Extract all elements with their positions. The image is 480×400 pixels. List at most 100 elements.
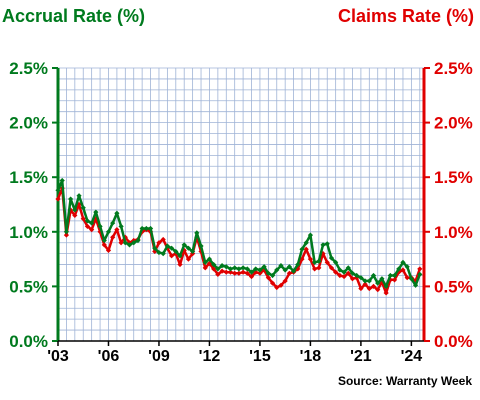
accrual-point [240, 265, 246, 271]
accrual-point [387, 272, 393, 279]
accrual-point [152, 245, 158, 251]
right-tick-label: 1.0% [434, 223, 473, 242]
claims-point [168, 253, 175, 259]
x-tick-label: '09 [148, 348, 170, 365]
accrual-point [126, 242, 133, 248]
accrual-point [80, 205, 86, 211]
accrual-point [156, 249, 162, 256]
accrual-point [278, 263, 284, 269]
claims-point [219, 268, 225, 274]
claims-point [211, 266, 217, 272]
accrual-point [68, 196, 74, 202]
accrual-point [219, 263, 225, 269]
accrual-point [307, 232, 314, 238]
accrual-point [236, 266, 242, 272]
claims-point [185, 256, 192, 262]
accrual-point [333, 259, 339, 265]
claims-point [387, 277, 393, 283]
accrual-point [227, 266, 234, 272]
accrual-point [286, 264, 292, 270]
accrual-point [173, 248, 179, 255]
claims-point [366, 285, 372, 292]
right-axis-title: Claims Rate (%) [337, 6, 474, 26]
accrual-point [354, 272, 360, 279]
claims-point [236, 270, 242, 276]
claims-point [80, 216, 86, 222]
accrual-point [211, 261, 217, 268]
claims-point [286, 270, 292, 276]
accrual-point [105, 229, 112, 235]
claims-point [349, 276, 356, 282]
accrual-point [400, 259, 406, 265]
claims-point [316, 265, 322, 271]
accrual-point [84, 218, 91, 224]
accrual-point [164, 243, 170, 249]
accrual-point [89, 220, 95, 226]
claims-point [101, 242, 107, 248]
left-tick-label: 1.0% [9, 223, 48, 242]
claims-point [227, 269, 234, 275]
accrual-point [160, 251, 166, 257]
accrual-point [122, 240, 128, 246]
accrual-point [370, 272, 377, 279]
accrual-point [232, 265, 238, 271]
accrual-point [408, 276, 414, 282]
accrual-point [55, 187, 61, 193]
claims-point [278, 282, 284, 288]
x-tick-label: '12 [199, 348, 221, 365]
left-tick-label: 2.0% [9, 114, 48, 133]
claims-point [307, 256, 314, 262]
accrual-point [345, 265, 351, 271]
claims-point [105, 247, 112, 253]
claims-point [358, 285, 364, 292]
x-tick-label: '06 [98, 348, 120, 365]
accrual-point [320, 242, 326, 248]
claims-point [362, 281, 368, 287]
claims-point [160, 236, 166, 243]
claims-point [375, 287, 381, 293]
accrual-point [190, 248, 196, 255]
left-tick-label: 0.5% [9, 277, 48, 296]
accrual-point [135, 237, 141, 244]
accrual-point [177, 253, 183, 259]
claims-point [341, 273, 347, 280]
claims-point [215, 271, 221, 277]
accrual-point [198, 243, 204, 249]
right-tick-label: 2.5% [434, 59, 473, 78]
claims-point [400, 267, 406, 273]
claims-point [244, 270, 250, 276]
claims-point [63, 232, 70, 238]
claims-point [295, 266, 301, 272]
accrual-point [110, 220, 116, 226]
claims-point [265, 275, 271, 281]
accrual-point [396, 266, 402, 272]
claims-point [240, 269, 246, 275]
x-tick-label: '03 [47, 348, 69, 365]
claims-point [177, 261, 183, 268]
accrual-point [417, 271, 423, 277]
left-tick-label: 1.5% [9, 168, 48, 187]
accrual-point [366, 278, 372, 284]
accrual-point [358, 275, 364, 281]
right-tick-label: 0.5% [434, 277, 473, 296]
left-tick-label: 0.0% [9, 332, 48, 351]
accrual-point [97, 223, 103, 229]
claims-point [232, 270, 238, 276]
claims-point [333, 269, 339, 275]
accrual-point [76, 193, 82, 199]
right-tick-label: 1.5% [434, 168, 473, 187]
x-tick-label: '15 [249, 348, 271, 365]
plot-background [58, 68, 424, 341]
claims-point [312, 266, 318, 272]
claims-point [223, 269, 229, 275]
x-tick-label: '24 [401, 348, 423, 365]
claims-point [303, 246, 309, 252]
accrual-point [328, 255, 335, 261]
accrual-point [194, 230, 200, 236]
accrual-point [131, 240, 137, 246]
left-axis-title: Accrual Rate (%) [2, 6, 146, 26]
claims-point [253, 269, 259, 275]
accrual-point [63, 229, 70, 235]
